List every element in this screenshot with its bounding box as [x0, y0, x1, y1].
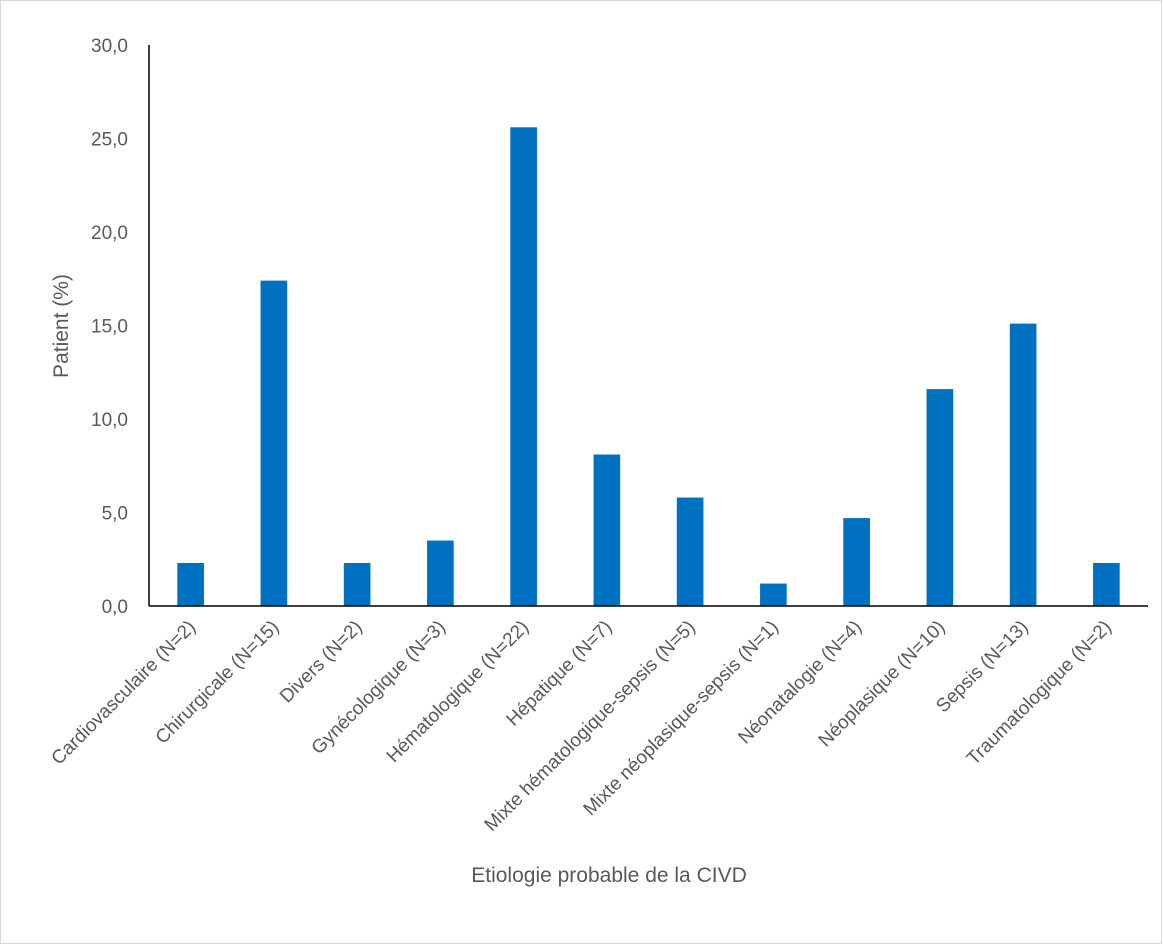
bar: [926, 389, 954, 606]
y-tick-label: 25,0: [91, 130, 128, 151]
bar: [177, 562, 204, 606]
bar: [1009, 323, 1037, 606]
bar: [843, 518, 870, 606]
y-tick-label: 15,0: [91, 317, 128, 338]
bar: [343, 562, 371, 606]
y-tick-label: 0,0: [102, 597, 128, 618]
x-axis-title: Etiologie probable de la CIVD: [471, 864, 747, 887]
bar: [260, 280, 288, 606]
bar: [676, 497, 704, 606]
bar: [593, 454, 621, 606]
y-tick-label: 5,0: [102, 504, 128, 525]
y-tick-label: 30,0: [91, 36, 128, 57]
bars-group: [177, 127, 1120, 606]
bar: [427, 540, 454, 606]
y-tick-label: 10,0: [91, 410, 128, 431]
y-axis-title: Patient (%): [50, 274, 73, 378]
y-tick-label: 20,0: [91, 223, 128, 244]
bar: [510, 127, 537, 606]
bar: [760, 583, 787, 606]
bar: [1093, 562, 1120, 606]
y-axis-ticks: 0,0 5,0 10,0 15,0 20,0 25,0 30,0: [91, 36, 128, 618]
